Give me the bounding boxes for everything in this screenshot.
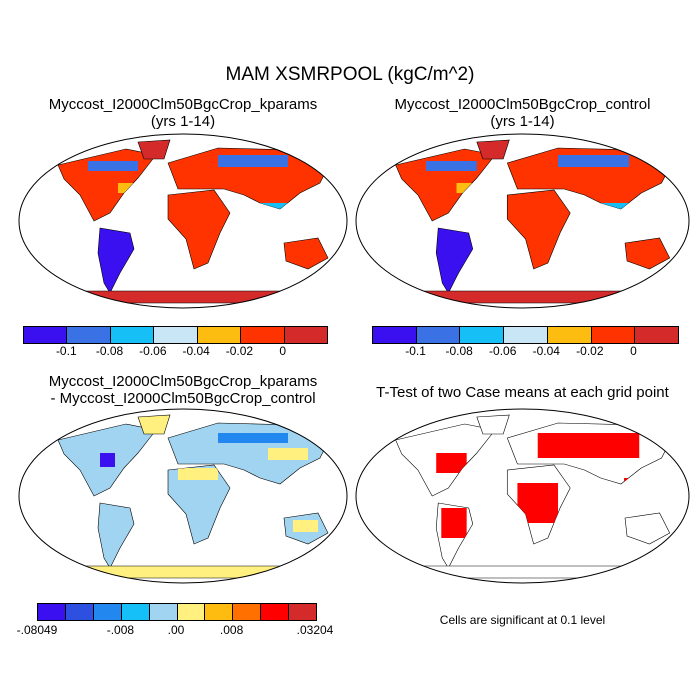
colorbar-label: -0.04: [182, 344, 210, 358]
continent-greenland: [137, 139, 171, 160]
continent-antarctica: [395, 565, 652, 579]
colorbar-swatch: [177, 604, 206, 620]
colorbar-swatch: [460, 327, 505, 343]
data-patch: [558, 155, 630, 167]
data-patch: [218, 155, 288, 167]
colorbar-swatch: [416, 327, 461, 343]
data-patch: [441, 508, 467, 538]
data-patch: [456, 183, 472, 193]
colorbar-label: -0.06: [489, 344, 517, 358]
continent-namerica: [57, 148, 157, 222]
data-patch: [517, 483, 559, 523]
map-ttest: [355, 408, 690, 584]
colorbar-label: -0.1: [405, 344, 426, 358]
panel4-title: T-Test of two Case means at each grid po…: [376, 384, 669, 401]
colorbar-swatch: [154, 327, 198, 343]
map-border: [18, 133, 348, 309]
colorbar-label: -.008: [106, 623, 135, 637]
colorbar-label: .008: [219, 623, 244, 637]
data-patch: [436, 453, 467, 473]
figure-title: MAM XSMRPOOL (kgC/m^2): [225, 64, 475, 85]
colorbar-swatch: [261, 604, 290, 620]
map-border: [18, 408, 348, 584]
colorbar-swatch: [373, 327, 417, 343]
continent-antarctica: [395, 290, 652, 304]
map-difference: [18, 408, 348, 584]
continent-africa: [167, 189, 231, 270]
colorbar-swatch: [241, 327, 285, 343]
panel2-subtitle: (yrs 1-14): [490, 113, 555, 130]
colorbar-swatch: [149, 604, 178, 620]
colorbar-swatch: [591, 327, 636, 343]
panel1-subtitle: (yrs 1-14): [150, 113, 216, 130]
colorbar-label: -0.08: [445, 344, 473, 358]
colorbar-swatch: [289, 604, 317, 620]
colorbar-swatch: [67, 327, 111, 343]
colorbar-swatch: [65, 604, 94, 620]
continent-africa: [506, 189, 571, 270]
data-patch: [293, 520, 318, 532]
map-kparams: [18, 133, 348, 309]
data-patch: [218, 433, 288, 443]
colorbar-swatch: [233, 604, 262, 620]
map-border: [355, 133, 690, 309]
panel3-title: Myccost_I2000Clm50BgcCrop_kparams: [48, 373, 318, 390]
continent-samerica: [97, 227, 135, 294]
continent-greenland: [137, 414, 171, 435]
colorbar-swatch: [197, 327, 242, 343]
colorbar-swatch: [110, 327, 155, 343]
colorbar-label: -.08049: [16, 623, 58, 637]
colorbar-swatch: [38, 604, 66, 620]
continent-antarctica: [57, 565, 311, 579]
colorbar-control: [372, 326, 679, 344]
colorbar-label: .03204: [296, 623, 334, 637]
colorbar-label: -0.02: [576, 344, 604, 358]
colorbar-label: -0.02: [225, 344, 254, 358]
continent-namerica: [395, 148, 496, 222]
colorbar-label: -0.04: [532, 344, 560, 358]
colorbar-swatch: [504, 327, 548, 343]
colorbar-difference: [37, 603, 317, 621]
colorbar-label: -0.08: [95, 344, 124, 358]
ttest-note: Cells are significant at 0.1 level: [439, 613, 606, 627]
continent-greenland: [476, 414, 510, 435]
map-border: [355, 408, 690, 584]
continent-samerica: [435, 227, 474, 294]
panel3-subtitle: - Myccost_I2000Clm50BgcCrop_control: [50, 390, 316, 407]
colorbar-swatch: [284, 327, 327, 343]
continent-australia: [283, 237, 329, 270]
panel1-title: Myccost_I2000Clm50BgcCrop_kparams: [48, 96, 318, 113]
data-patch: [100, 453, 115, 467]
data-patch: [118, 183, 133, 193]
colorbar-swatch: [547, 327, 592, 343]
continent-samerica: [97, 502, 135, 569]
colorbar-label: -0.1: [55, 344, 77, 358]
data-patch: [426, 161, 477, 171]
panel2-title: Myccost_I2000Clm50BgcCrop_control: [394, 96, 651, 113]
colorbar-swatch: [635, 327, 679, 343]
colorbar-swatch: [93, 604, 122, 620]
colorbar-label: -0.06: [139, 344, 167, 358]
continent-australia: [624, 512, 671, 545]
continent-greenland: [476, 139, 510, 160]
map-control: [355, 133, 690, 309]
colorbar-swatch: [24, 327, 68, 343]
colorbar-label: 0: [279, 344, 287, 358]
continent-australia: [624, 237, 671, 270]
data-patch: [88, 161, 138, 171]
colorbar-swatch: [205, 604, 234, 620]
data-patch: [268, 448, 308, 460]
continent-africa: [167, 464, 231, 545]
data-patch: [178, 468, 218, 480]
data-patch: [537, 433, 640, 458]
colorbar-swatch: [121, 604, 150, 620]
colorbar-kparams: [23, 326, 328, 344]
colorbar-label: 0: [630, 344, 637, 358]
colorbar-label: .00: [167, 623, 185, 637]
data-patch: [624, 478, 655, 503]
continent-antarctica: [57, 290, 311, 304]
